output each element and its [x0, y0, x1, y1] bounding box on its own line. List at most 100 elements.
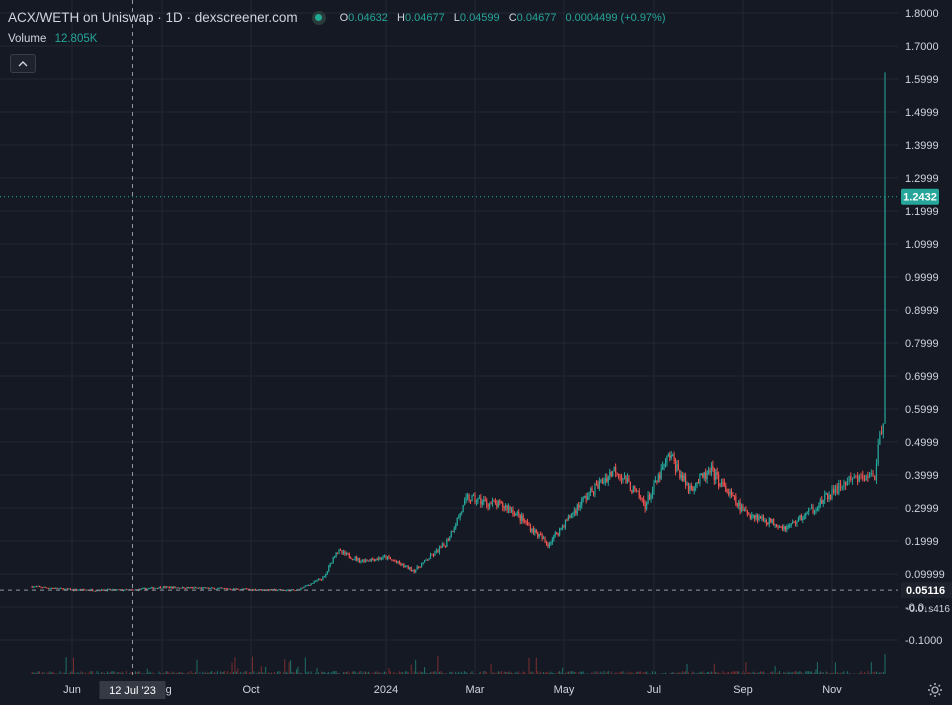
volume-bar: [600, 672, 601, 674]
volume-bar: [553, 673, 554, 674]
candle-body: [393, 560, 394, 561]
time-axis[interactable]: JunAugOct2024MarMayJulSepNov12 Jul '23: [63, 681, 842, 699]
candle-body: [192, 588, 193, 589]
price-axis[interactable]: 1.80001.70001.59991.49991.39991.29991.19…: [901, 8, 952, 647]
candle-body: [827, 494, 828, 499]
volume-bar: [135, 671, 136, 674]
candle-body: [673, 455, 674, 461]
volume-bar: [702, 671, 703, 674]
volume-bar: [148, 672, 149, 674]
time-tick-label: 2024: [374, 684, 398, 696]
volume-bar: [424, 667, 425, 674]
candle-body: [391, 559, 392, 560]
candle-body: [640, 497, 641, 498]
candle-body: [848, 476, 849, 481]
volume-bar: [707, 672, 708, 674]
candle-body: [347, 553, 348, 554]
price-tick-label: 0.8999: [905, 305, 939, 317]
volume-bar: [402, 672, 403, 674]
volume-bar: [223, 672, 224, 674]
candle-body: [201, 588, 202, 589]
volume-bar: [701, 672, 702, 674]
volume-bar: [431, 672, 432, 674]
candle-body: [436, 550, 437, 551]
candle-body: [46, 588, 47, 589]
candle-body: [591, 488, 592, 492]
candle-body: [639, 491, 640, 497]
candle-body: [147, 589, 148, 590]
candle-body: [365, 560, 366, 562]
candle-body: [411, 567, 412, 571]
volume-bar: [592, 672, 593, 674]
candle-body: [738, 502, 739, 505]
volume-bar: [789, 673, 790, 674]
candle-body: [344, 552, 345, 555]
volume-bar: [77, 672, 78, 674]
ohlc-close-key: C: [509, 12, 517, 24]
candle-body: [68, 589, 69, 590]
volume-bar: [672, 672, 673, 674]
volume-bar: [565, 673, 566, 674]
candle-body: [476, 502, 477, 503]
volume-bar: [283, 673, 284, 674]
candle-body: [356, 557, 357, 560]
candle-body: [51, 588, 52, 589]
candle-body: [247, 589, 248, 590]
collapse-legend-button[interactable]: [10, 54, 36, 73]
candle-body: [40, 587, 41, 588]
candle-body: [534, 530, 535, 533]
volume-bar: [854, 673, 855, 674]
candle-body: [531, 529, 532, 531]
candle-body: [328, 566, 329, 571]
candle-body: [650, 494, 651, 499]
candle-body: [779, 526, 780, 527]
candle-body: [705, 473, 706, 480]
volume-bar: [214, 672, 215, 674]
candle-body: [633, 486, 634, 492]
volume-bar: [324, 672, 325, 674]
ohlc-high-key: H: [397, 12, 405, 24]
volume-bar: [637, 672, 638, 674]
volume-bar: [491, 664, 492, 674]
volume-bar: [173, 673, 174, 674]
candle-body: [546, 541, 547, 543]
candle-body: [675, 461, 676, 471]
volume-bar: [107, 671, 108, 674]
volume-bar: [191, 671, 192, 674]
volume-bar: [39, 671, 40, 674]
volume-bar: [449, 672, 450, 674]
candle-body: [682, 475, 683, 481]
time-tick-label: Mar: [466, 684, 485, 696]
volume-bar: [286, 672, 287, 674]
volume-bar: [386, 672, 387, 674]
candle-body: [805, 513, 806, 516]
candle-body: [838, 483, 839, 493]
volume-bar: [767, 673, 768, 674]
candle-body: [431, 555, 432, 556]
candle-body: [830, 495, 831, 499]
candle-body: [311, 583, 312, 585]
volume-bar: [330, 673, 331, 674]
price-tick-label: 0.1999: [905, 536, 939, 548]
volume-bar: [210, 672, 211, 674]
candle-body: [375, 559, 376, 561]
candle-body: [843, 482, 844, 488]
candle-body: [126, 589, 127, 590]
volume-bar: [240, 672, 241, 674]
chart-settings-button[interactable]: [925, 680, 945, 700]
candle-body: [671, 456, 672, 459]
candle-body: [795, 523, 796, 524]
candle-body: [471, 496, 472, 501]
candle-body: [624, 476, 625, 479]
volume-bar: [331, 672, 332, 674]
volume-bar: [89, 672, 90, 674]
volume-layer: [32, 654, 886, 674]
volume-bar: [188, 672, 189, 674]
volume-bar: [540, 672, 541, 674]
candle-body: [701, 474, 702, 475]
volume-bar: [744, 673, 745, 674]
volume-bar: [375, 672, 376, 674]
candle-body: [799, 515, 800, 518]
candle-body: [788, 526, 789, 527]
